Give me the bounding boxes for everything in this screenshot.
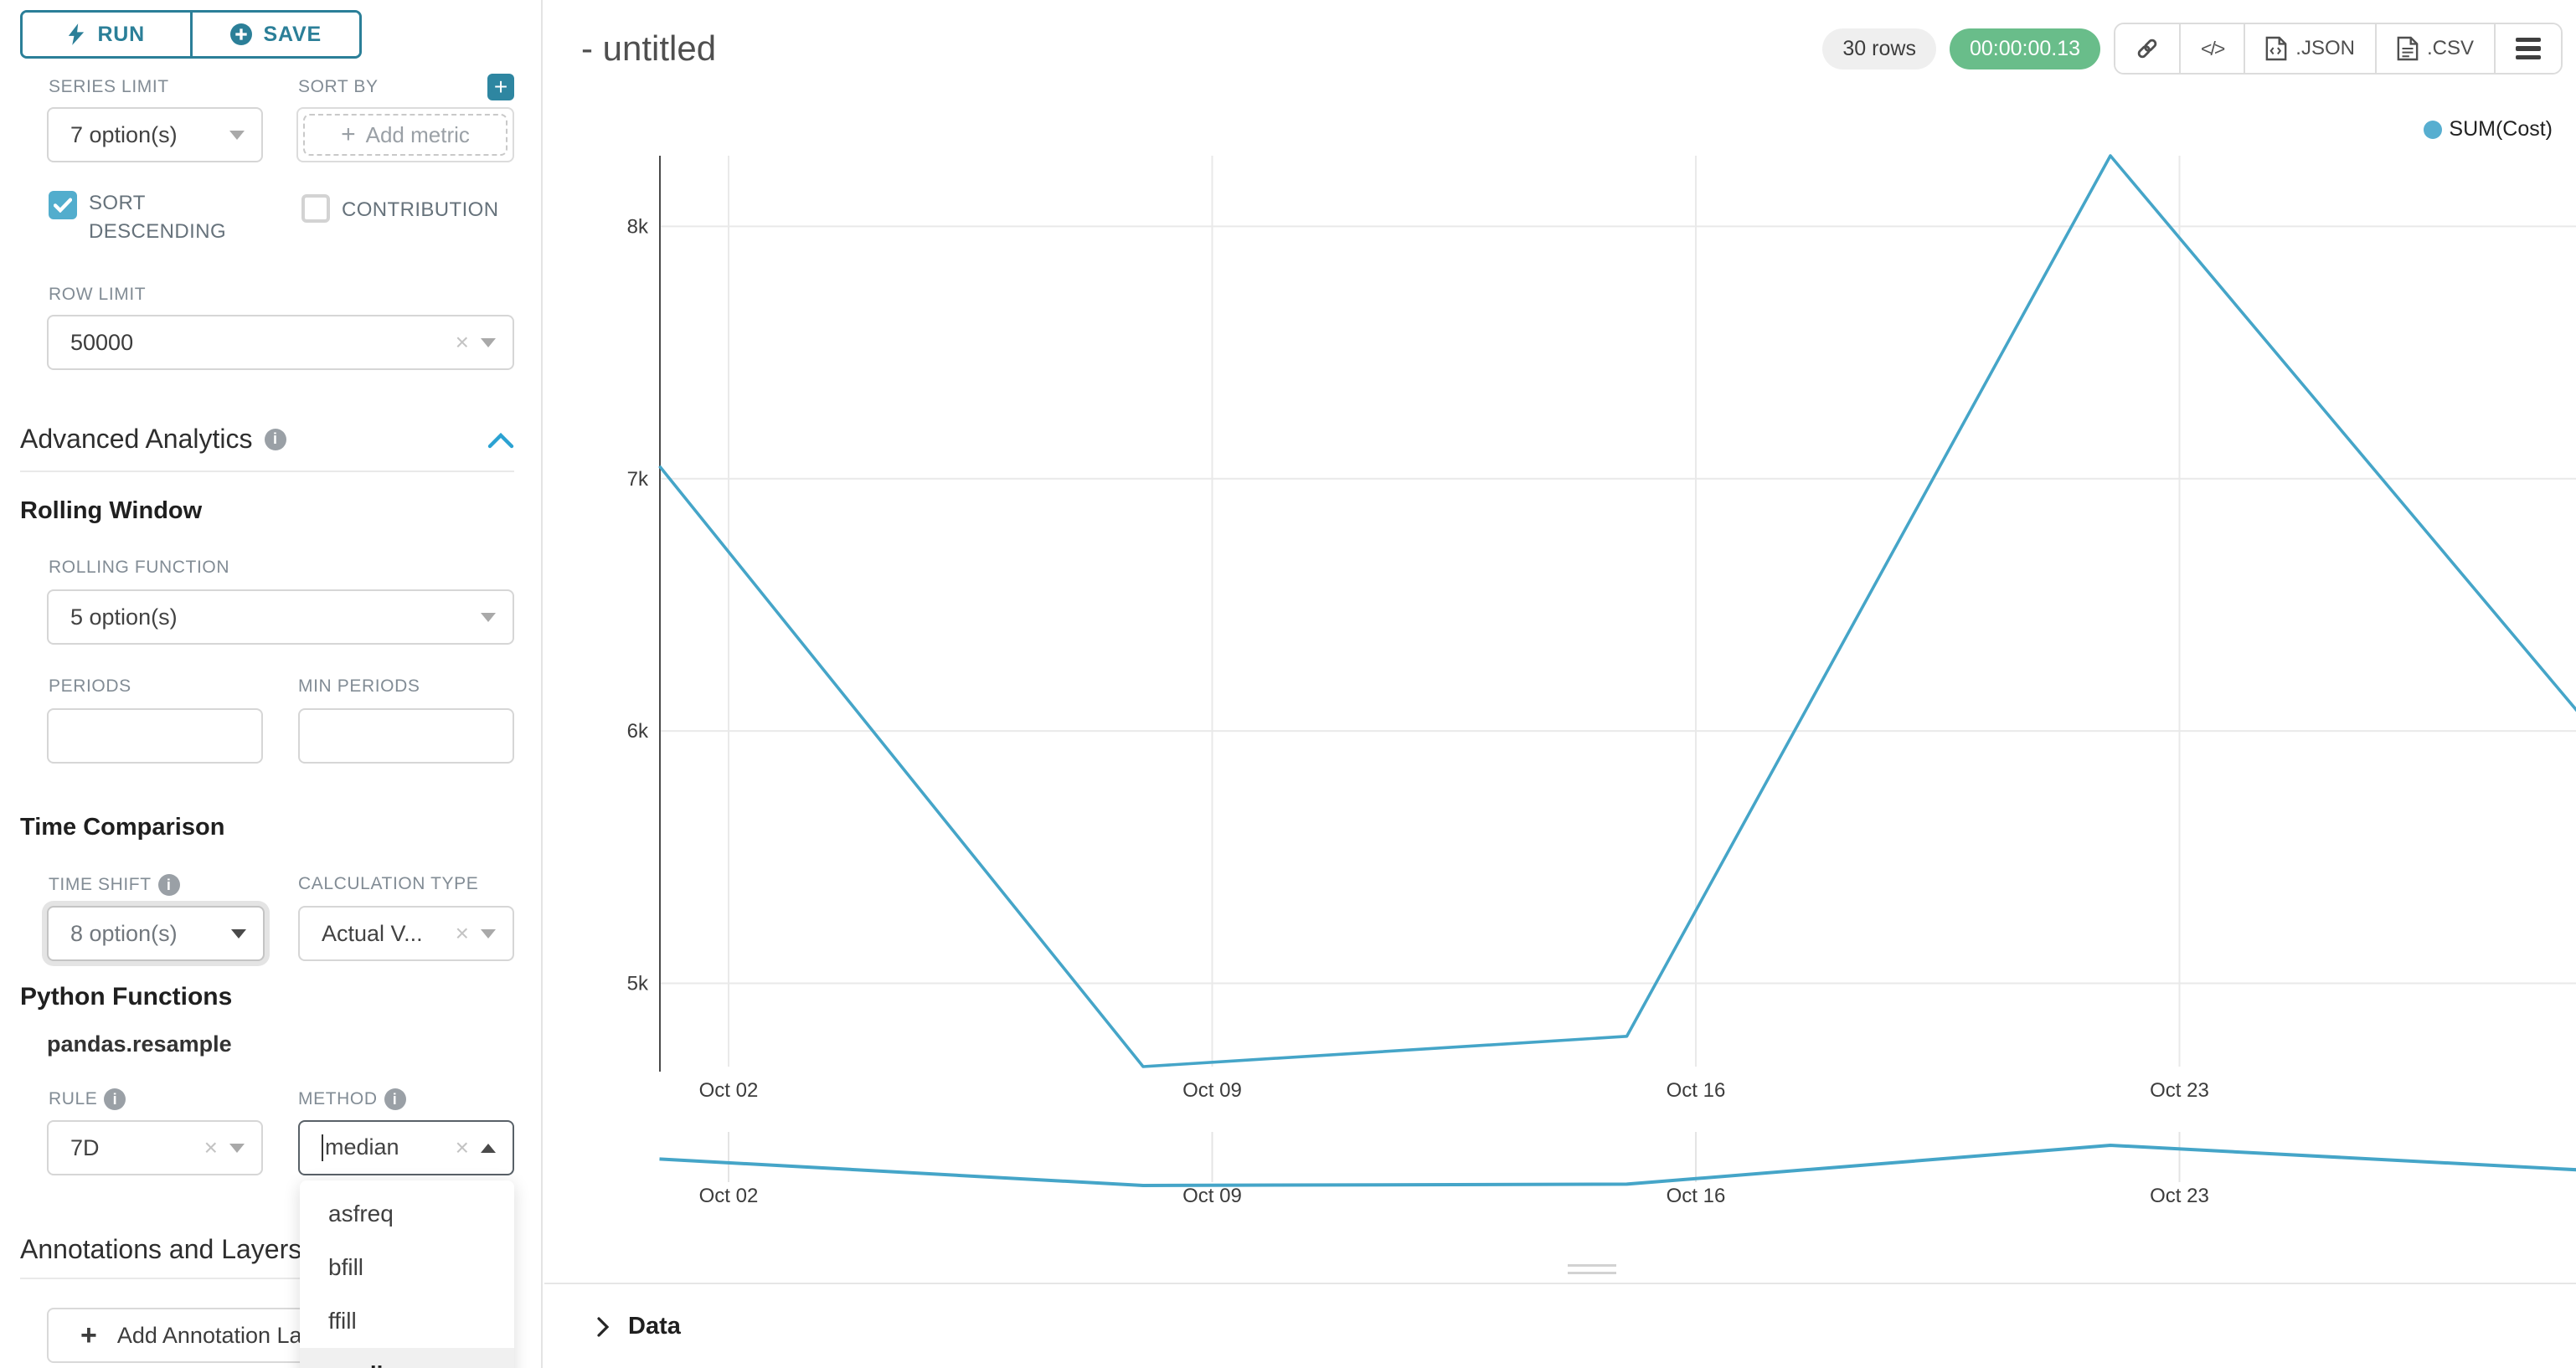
chevron-down-icon [481,338,496,347]
method-combobox[interactable]: median × [298,1120,514,1175]
info-icon: i [104,1088,126,1110]
plus-icon: + [80,1321,97,1350]
contribution-label: CONTRIBUTION [342,196,498,224]
info-icon: i [265,429,286,450]
method-option-ffill[interactable]: ffill [300,1294,514,1348]
svg-text:Oct 23: Oct 23 [2150,1079,2209,1102]
chevron-down-icon [481,929,496,939]
data-panel-toggle[interactable]: Data [544,1284,2576,1340]
method-option-bfill[interactable]: bfill [300,1241,514,1294]
rule-label: RULE i [49,1088,126,1110]
save-button[interactable]: SAVE [193,13,360,56]
annotations-layers-header[interactable]: Annotations and Layers [20,1234,301,1265]
min-periods-label: MIN PERIODS [298,676,420,697]
method-option-asfreq[interactable]: asfreq [300,1187,514,1241]
min-periods-input[interactable] [298,708,514,764]
rule-select[interactable]: 7D × [47,1120,263,1175]
method-option-median[interactable]: median [300,1348,514,1368]
chart-panel: - untitled 30 rows 00:00:00.13 </> .JSON [544,0,2576,1368]
rule-value: 7D [70,1135,204,1161]
explore-page: RUN SAVE SERIES LIMIT 7 option(s) SORT B… [0,0,2576,1368]
text-cursor [322,1134,323,1161]
info-icon: i [384,1088,406,1110]
sort-by-label: SORT BY [298,77,379,97]
control-sidebar: RUN SAVE SERIES LIMIT 7 option(s) SORT B… [0,0,543,1368]
data-panel: Data [544,1283,2576,1368]
chevron-right-icon [596,1316,610,1338]
svg-text:Oct 02: Oct 02 [699,1079,759,1102]
svg-text:5k: 5k [627,973,649,995]
pandas-resample-label: pandas.resample [47,1031,232,1057]
svg-text:6k: 6k [627,720,649,743]
time-shift-label: TIME SHIFT i [49,874,180,896]
svg-text:8k: 8k [627,215,649,238]
periods-label: PERIODS [49,676,131,697]
chevron-down-icon [229,1144,245,1153]
calculation-type-label: CALCULATION TYPE [298,874,478,894]
row-limit-label: ROW LIMIT [49,285,146,305]
row-limit-value: 50000 [70,330,456,356]
method-input-value: median [322,1134,456,1162]
svg-text:Oct 23: Oct 23 [2150,1185,2209,1207]
time-shift-select[interactable]: 8 option(s) [47,906,265,961]
sort-descending-label: SORT DESCENDING [89,189,248,246]
clear-icon[interactable]: × [204,1134,218,1161]
lightning-bolt-icon [67,23,85,45]
check-icon [54,198,72,213]
svg-text:Oct 02: Oct 02 [699,1185,759,1207]
chevron-up-icon [481,1144,496,1153]
contribution-checkbox[interactable] [301,194,330,223]
add-sort-by-button[interactable]: + [487,74,514,100]
chevron-down-icon [229,131,245,140]
time-shift-value: 8 option(s) [70,921,231,947]
method-options-dropdown: asfreqbfillffillmedian [300,1180,514,1368]
series-limit-select[interactable]: 7 option(s) [47,107,263,162]
sort-descending-checkbox[interactable] [49,191,77,219]
panel-resize-handle[interactable] [1568,1264,1616,1279]
sort-by-placeholder: Add metric [366,122,470,148]
calculation-type-value: Actual V... [322,921,456,947]
method-label: METHOD i [298,1088,406,1110]
rolling-window-title: Rolling Window [20,497,202,525]
chevron-up-icon[interactable] [487,432,514,449]
svg-text:Oct 16: Oct 16 [1667,1185,1726,1207]
plus-icon: + [341,122,356,147]
svg-text:7k: 7k [627,468,649,491]
advanced-analytics-header[interactable]: Advanced Analytics i [20,424,286,455]
row-limit-select[interactable]: 50000 × [47,315,514,370]
time-comparison-title: Time Comparison [20,814,224,841]
data-panel-title: Data [628,1313,681,1340]
svg-text:Oct 16: Oct 16 [1667,1079,1726,1102]
series-limit-label: SERIES LIMIT [49,77,169,97]
sort-by-dropzone[interactable]: + Add metric [296,107,514,162]
rolling-function-select[interactable]: 5 option(s) [47,589,514,645]
clear-icon[interactable]: × [456,920,469,947]
plus-circle-icon [230,23,252,45]
chevron-down-icon [231,929,246,939]
chevron-down-icon [481,613,496,622]
rolling-function-value: 5 option(s) [70,604,481,630]
calculation-type-select[interactable]: Actual V... × [298,906,514,961]
rolling-function-label: ROLLING FUNCTION [49,558,229,578]
info-icon: i [158,874,180,896]
python-functions-title: Python Functions [20,983,232,1011]
periods-input[interactable] [47,708,263,764]
clear-icon[interactable]: × [456,329,469,356]
series-limit-value: 7 option(s) [70,122,229,148]
svg-text:Oct 09: Oct 09 [1182,1185,1242,1207]
section-divider [20,471,514,472]
run-save-button-group: RUN SAVE [20,10,362,59]
run-button[interactable]: RUN [23,13,193,56]
plus-icon: + [494,75,507,99]
line-chart[interactable]: 5k 6k 7k 8k Oct 02 Oct 09 Oct 16 Oct 23 Oct 02 Oc… [544,0,2576,1283]
svg-text:Oct 09: Oct 09 [1182,1079,1242,1102]
clear-icon[interactable]: × [456,1134,469,1161]
